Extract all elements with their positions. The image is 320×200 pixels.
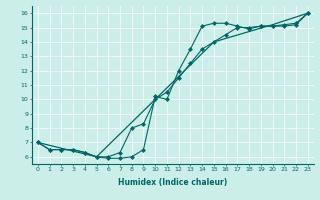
X-axis label: Humidex (Indice chaleur): Humidex (Indice chaleur) <box>118 178 228 187</box>
